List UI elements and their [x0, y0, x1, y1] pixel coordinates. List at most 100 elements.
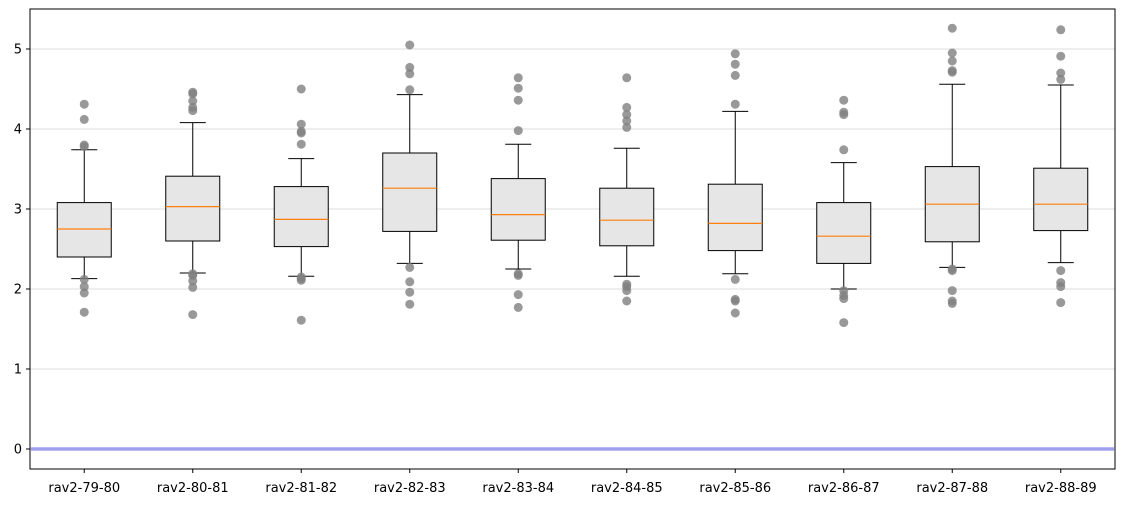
outlier-point	[730, 308, 740, 318]
outlier-point	[947, 264, 957, 274]
outlier-point	[622, 279, 632, 289]
iqr-box	[273, 186, 329, 248]
iqr-box	[816, 202, 872, 264]
outlier-point	[79, 274, 89, 284]
iqr-box	[56, 202, 112, 258]
x-tick-label: rav2-83-84	[482, 481, 554, 496]
boxes-group	[56, 23, 1089, 328]
outlier-point	[188, 310, 198, 320]
outlier-point	[1056, 68, 1066, 78]
y-tick-label: 3	[14, 203, 22, 218]
outlier-point	[79, 114, 89, 124]
y-tick-label: 0	[14, 443, 22, 458]
outlier-point	[839, 145, 849, 155]
y-tick-label: 5	[14, 43, 22, 58]
iqr-box	[599, 187, 655, 247]
outlier-point	[622, 296, 632, 306]
box-rav2-80-81	[165, 87, 221, 320]
outlier-point	[405, 262, 415, 272]
box-rav2-82-83	[382, 40, 438, 309]
outlier-point	[79, 99, 89, 109]
outlier-point	[296, 126, 306, 136]
outlier-point	[730, 274, 740, 284]
outlier-point	[513, 269, 523, 279]
outlier-point	[947, 296, 957, 306]
outlier-point	[1056, 25, 1066, 35]
outlier-point	[188, 102, 198, 112]
outlier-point	[839, 95, 849, 105]
x-tick-label: rav2-84-85	[591, 481, 663, 496]
outlier-point	[622, 110, 632, 120]
outlier-point	[405, 62, 415, 72]
box-rav2-86-87	[816, 95, 872, 328]
outlier-point	[188, 96, 198, 106]
outlier-point	[513, 302, 523, 312]
outlier-point	[730, 49, 740, 59]
outlier-point	[405, 40, 415, 50]
outlier-point	[296, 139, 306, 149]
y-tick-label: 4	[14, 123, 22, 138]
outlier-point	[405, 277, 415, 287]
y-tick-label: 1	[14, 363, 22, 378]
outlier-point	[188, 282, 198, 292]
outlier-point	[513, 83, 523, 93]
outlier-point	[622, 102, 632, 112]
x-tick-label: rav2-85-86	[699, 481, 771, 496]
outlier-point	[947, 286, 957, 296]
y-tick-label: 2	[14, 283, 22, 298]
outlier-point	[296, 84, 306, 94]
iqr-box	[382, 152, 438, 232]
box-rav2-85-86	[707, 49, 763, 318]
outlier-point	[405, 69, 415, 79]
outlier-point	[188, 87, 198, 97]
x-tick-label: rav2-79-80	[48, 481, 120, 496]
box-rav2-88-89	[1033, 25, 1089, 308]
outlier-point	[730, 70, 740, 80]
iqr-box	[490, 178, 546, 241]
outlier-point	[730, 294, 740, 304]
outlier-point	[622, 116, 632, 126]
outlier-point	[947, 66, 957, 76]
box-rav2-87-88	[924, 23, 980, 308]
outlier-point	[1056, 74, 1066, 84]
x-tick-label: rav2-87-88	[916, 481, 988, 496]
x-tick-label: rav2-82-83	[374, 481, 446, 496]
outlier-point	[839, 318, 849, 328]
outlier-point	[79, 140, 89, 150]
x-tick-label: rav2-80-81	[157, 481, 229, 496]
outlier-point	[296, 272, 306, 282]
outlier-point	[296, 315, 306, 325]
outlier-point	[622, 122, 632, 132]
outlier-point	[79, 307, 89, 317]
outlier-point	[296, 119, 306, 129]
outlier-point	[513, 126, 523, 136]
x-axis: rav2-79-80 rav2-80-81 rav2-81-82 rav2-82-83…	[48, 469, 1097, 496]
box-rav2-81-82	[273, 84, 329, 325]
outlier-point	[947, 56, 957, 66]
outlier-point	[79, 288, 89, 298]
outlier-point	[79, 282, 89, 292]
plot-frame	[29, 8, 1116, 470]
outlier-point	[513, 95, 523, 105]
box-rav2-79-80	[56, 99, 112, 317]
x-tick-label: rav2-81-82	[265, 481, 337, 496]
iqr-box	[707, 183, 763, 252]
outlier-point	[730, 99, 740, 109]
y-axis: 0 1 2 3 4 5	[14, 43, 30, 458]
outlier-point	[947, 23, 957, 33]
outlier-point	[1056, 266, 1066, 276]
outlier-point	[513, 73, 523, 83]
outlier-point	[405, 299, 415, 309]
outlier-point	[188, 269, 198, 279]
outlier-point	[730, 59, 740, 69]
outlier-point	[513, 290, 523, 300]
box-rav2-84-85	[599, 73, 655, 306]
outlier-point	[622, 73, 632, 83]
outlier-point	[1056, 278, 1066, 288]
iqr-box	[1033, 167, 1089, 232]
iqr-box	[165, 175, 221, 242]
outlier-point	[839, 107, 849, 117]
x-tick-label: rav2-86-87	[808, 481, 880, 496]
outlier-point	[1056, 298, 1066, 308]
